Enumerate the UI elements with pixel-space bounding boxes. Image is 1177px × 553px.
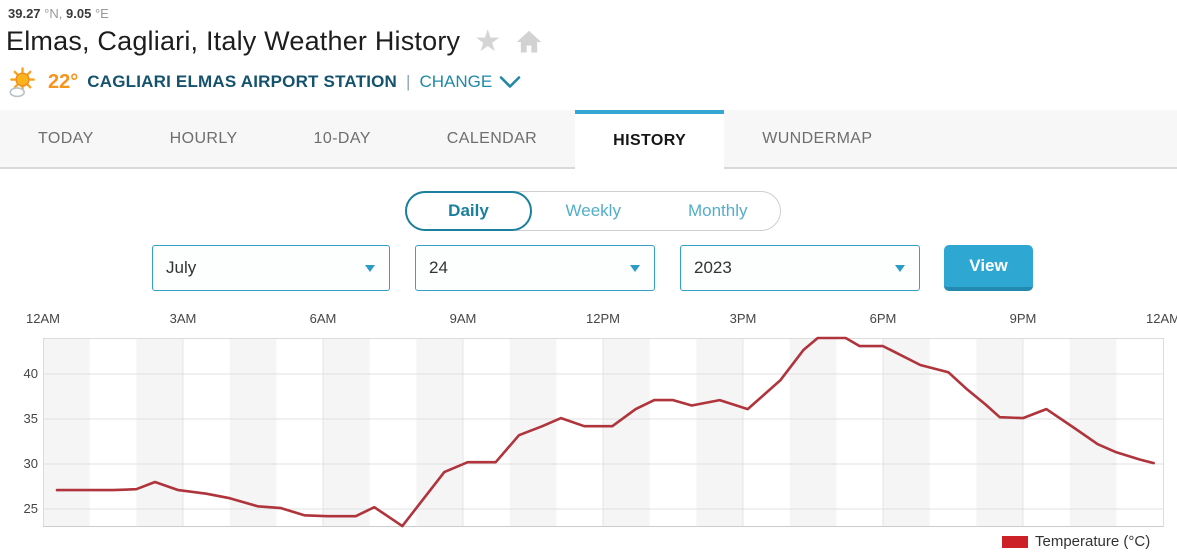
x-axis-label: 3AM	[169, 311, 197, 326]
period-toggle: Daily Weekly Monthly	[405, 191, 781, 231]
month-select[interactable]: July	[152, 245, 390, 291]
hour-stripe	[229, 338, 277, 527]
day-select-value: 24	[429, 258, 448, 277]
tab-bar: TODAY HOURLY 10-DAY CALENDAR HISTORY WUNDERMA…	[0, 110, 1177, 177]
station-row: 22° CAGLIARI ELMAS AIRPORT STATION | CHA…	[8, 66, 521, 98]
hour-stripe	[696, 338, 743, 527]
dropdown-arrow-icon	[895, 264, 905, 272]
legend-swatch-icon	[1002, 535, 1028, 548]
station-name-link[interactable]: CAGLIARI ELMAS AIRPORT STATION	[87, 72, 398, 91]
period-option-monthly[interactable]: Monthly	[687, 201, 748, 220]
hour-stripe	[136, 338, 183, 527]
x-axis-label: 12PM	[586, 311, 620, 326]
hour-stripe	[883, 338, 930, 527]
hour-stripe	[603, 338, 650, 527]
year-select-value: 2023	[694, 258, 732, 277]
x-axis-label: 12AM	[26, 311, 60, 326]
month-select-value: July	[166, 258, 197, 277]
x-axis-label: 3PM	[729, 311, 757, 326]
longitude-unit: °E	[94, 6, 109, 21]
hour-stripe	[416, 338, 463, 527]
period-option-daily[interactable]: Daily	[405, 191, 532, 231]
tab-history[interactable]: HISTORY	[575, 110, 725, 177]
coordinates: 39.27 °N, 9.05 °E	[8, 6, 109, 21]
y-axis-label: 35	[23, 411, 38, 426]
legend-label: Temperature (°C)	[1035, 533, 1151, 550]
tab-calendar[interactable]: CALENDAR	[446, 130, 538, 147]
chevron-down-icon	[499, 75, 521, 89]
dropdown-arrow-icon	[630, 264, 640, 272]
tab-10-day[interactable]: 10-DAY	[313, 130, 371, 147]
x-axis-label: 9AM	[449, 311, 477, 326]
change-label: CHANGE	[419, 72, 493, 91]
tab-wundermap[interactable]: WUNDERMAP	[762, 130, 873, 147]
sun-cloud-icon	[8, 66, 39, 98]
tab-today[interactable]: TODAY	[38, 130, 94, 147]
x-axis-label: 6AM	[309, 311, 337, 326]
x-axis-label: 6PM	[869, 311, 897, 326]
hour-stripe	[1069, 338, 1117, 527]
page-title: Elmas, Cagliari, Italy Weather History	[6, 26, 461, 56]
y-axis-label: 30	[23, 456, 38, 471]
latitude-unit: °N,	[44, 6, 63, 21]
title-row: Elmas, Cagliari, Italy Weather History ★	[6, 26, 543, 57]
x-axis-label: 9PM	[1009, 311, 1037, 326]
favorite-star-icon[interactable]: ★	[474, 24, 502, 58]
change-station-link[interactable]: CHANGE	[419, 72, 521, 92]
year-select[interactable]: 2023	[680, 245, 920, 291]
view-button[interactable]: View	[944, 245, 1033, 291]
hour-stripe	[789, 338, 837, 527]
latitude-value: 39.27	[8, 6, 41, 21]
hour-stripe	[976, 338, 1023, 527]
hour-stripe	[43, 338, 90, 527]
separator: |	[406, 72, 411, 91]
x-axis-label: 12AM	[1146, 311, 1177, 326]
legend-item-temperature[interactable]: Temperature (°C)	[1002, 533, 1150, 550]
current-temperature: 22°	[48, 70, 79, 93]
y-axis-label: 40	[23, 366, 38, 381]
home-icon[interactable]	[515, 28, 543, 56]
day-select[interactable]: 24	[415, 245, 655, 291]
tab-hourly[interactable]: HOURLY	[169, 130, 238, 147]
y-axis-label: 25	[23, 501, 38, 516]
dropdown-arrow-icon	[365, 264, 375, 272]
hour-stripe	[323, 338, 370, 527]
longitude-value: 9.05	[66, 6, 92, 21]
hour-stripe	[509, 338, 557, 527]
temperature-chart-plot-area[interactable]	[43, 336, 1164, 528]
temperature-line[interactable]	[55, 336, 1155, 528]
period-option-weekly[interactable]: Weekly	[565, 201, 621, 220]
